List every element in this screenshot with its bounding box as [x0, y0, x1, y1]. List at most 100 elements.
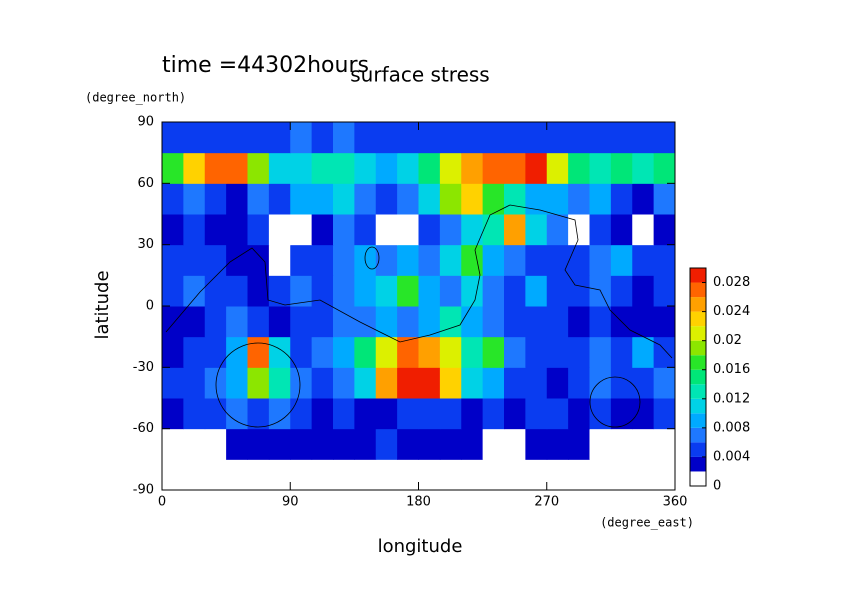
cell [290, 214, 313, 246]
colorbar-frame [689, 267, 707, 487]
cell [226, 122, 248, 154]
cell [162, 428, 184, 460]
x-tick-label: 180 [406, 495, 431, 510]
cell [546, 398, 569, 430]
cell [311, 367, 334, 399]
cell [290, 306, 313, 338]
cell [418, 152, 441, 184]
cell [226, 214, 248, 246]
cell [247, 214, 270, 246]
cell [610, 367, 633, 399]
colorbar-segment [690, 442, 706, 457]
cell [397, 367, 419, 399]
cell [375, 336, 398, 368]
cell [653, 214, 676, 246]
cell [653, 122, 676, 154]
cell [354, 398, 377, 430]
cell [226, 244, 248, 276]
cell [653, 398, 676, 430]
cell [226, 336, 248, 368]
cell [247, 428, 270, 460]
cell [610, 244, 633, 276]
cell [375, 367, 398, 399]
cell [375, 275, 398, 307]
cell [461, 306, 484, 338]
cell [162, 183, 184, 215]
cell [354, 428, 377, 460]
x-tick-label: 90 [282, 495, 299, 510]
cell [525, 214, 548, 246]
cell [354, 459, 377, 491]
coastline [364, 246, 380, 270]
cell [632, 122, 655, 154]
cell [418, 275, 441, 307]
cell [183, 152, 206, 184]
cell [333, 459, 355, 491]
cell [204, 122, 227, 154]
cell [653, 459, 676, 491]
cell [504, 152, 526, 184]
annotation: time =44302hours [162, 53, 369, 78]
field [162, 122, 676, 491]
cell [268, 183, 291, 215]
cell [632, 244, 655, 276]
y-tick-label: 90 [137, 115, 154, 130]
cell [482, 336, 505, 368]
cell [204, 183, 227, 215]
cell [354, 214, 377, 246]
cell [589, 183, 612, 215]
cell [247, 459, 270, 491]
cell [546, 152, 569, 184]
cell [632, 275, 655, 307]
cell [247, 183, 270, 215]
cell [183, 398, 206, 430]
cell [268, 336, 291, 368]
cell [439, 398, 462, 430]
cell [525, 336, 548, 368]
cell [525, 398, 548, 430]
cell [268, 122, 291, 154]
colorbar-segment [690, 268, 706, 283]
cell [354, 306, 377, 338]
cell [268, 214, 291, 246]
cell [610, 214, 633, 246]
cell [610, 183, 633, 215]
cell [589, 152, 612, 184]
cell [504, 398, 526, 430]
cell [162, 306, 184, 338]
colorbar-segment [690, 340, 706, 356]
colorbar-tick-label: 0.012 [713, 391, 750, 406]
cell [375, 122, 398, 154]
cell [546, 275, 569, 307]
x-tick-label: 360 [663, 495, 688, 510]
cell [204, 398, 227, 430]
cell [418, 214, 441, 246]
cell [204, 152, 227, 184]
colorbar-segment [690, 427, 706, 443]
cell [183, 428, 206, 460]
cell [653, 336, 676, 368]
cell [162, 398, 184, 430]
x-axis-label: longitude [378, 536, 463, 557]
cell [632, 306, 655, 338]
cell [290, 428, 313, 460]
cell [226, 428, 248, 460]
cell [482, 183, 505, 215]
colorbar-segment [690, 413, 706, 428]
cell [354, 367, 377, 399]
cell [397, 183, 419, 215]
cell [418, 459, 441, 491]
colorbar-segment [690, 355, 706, 370]
cell [204, 275, 227, 307]
cell [247, 122, 270, 154]
cell [226, 459, 248, 491]
cell [504, 367, 526, 399]
cell [439, 122, 462, 154]
cell [525, 306, 548, 338]
y-tick-label: -60 [133, 421, 154, 436]
cell [247, 398, 270, 430]
colorbar-tick-label: 0.008 [713, 420, 750, 435]
chart-title: surface stress [350, 63, 489, 87]
cell [653, 183, 676, 215]
